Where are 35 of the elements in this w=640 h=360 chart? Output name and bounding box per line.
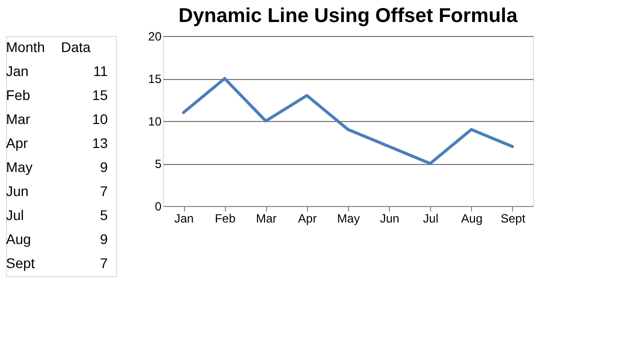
data-label: 7 <box>100 183 108 199</box>
x-tick-label: May <box>337 212 360 226</box>
x-tick-label: Jul <box>423 212 438 226</box>
line-series <box>182 77 514 165</box>
data-label: 13 <box>92 135 108 151</box>
x-tick-label: Jan <box>174 212 194 226</box>
x-tick-label: Aug <box>461 212 483 226</box>
data-label: 9 <box>100 231 108 247</box>
category-label: Jan <box>6 63 29 79</box>
x-tick-label: Feb <box>214 212 236 226</box>
y-tick-label: 10 <box>148 114 162 128</box>
data-label: 5 <box>100 207 108 223</box>
data-label: 11 <box>93 63 108 79</box>
y-tick-label: 5 <box>154 157 162 171</box>
category-label: Feb <box>6 87 30 103</box>
x-tick-label: Sept <box>500 212 526 226</box>
category-label: Apr <box>6 135 28 151</box>
text: Month <box>6 39 45 55</box>
data-label: 10 <box>92 111 108 127</box>
x-tick-label: Apr <box>298 212 317 226</box>
y-tick-label: 0 <box>154 200 162 214</box>
y-tick-label: 15 <box>148 72 162 86</box>
data-label: 15 <box>92 87 108 103</box>
category-label: May <box>6 159 32 175</box>
x-tick-label: Mar <box>256 212 277 226</box>
category-label: Aug <box>6 231 31 247</box>
x-tick-label: Jun <box>380 212 400 226</box>
category-label: Jun <box>6 183 29 199</box>
chart-title: Dynamic Line Using Offset Formula <box>178 5 518 27</box>
data-label: 9 <box>100 159 108 175</box>
text: Data <box>61 39 91 55</box>
y-tick-label: 20 <box>148 30 162 44</box>
category-label: Mar <box>6 111 30 127</box>
category-label: Sept <box>6 255 35 271</box>
data-label: 7 <box>100 255 108 271</box>
